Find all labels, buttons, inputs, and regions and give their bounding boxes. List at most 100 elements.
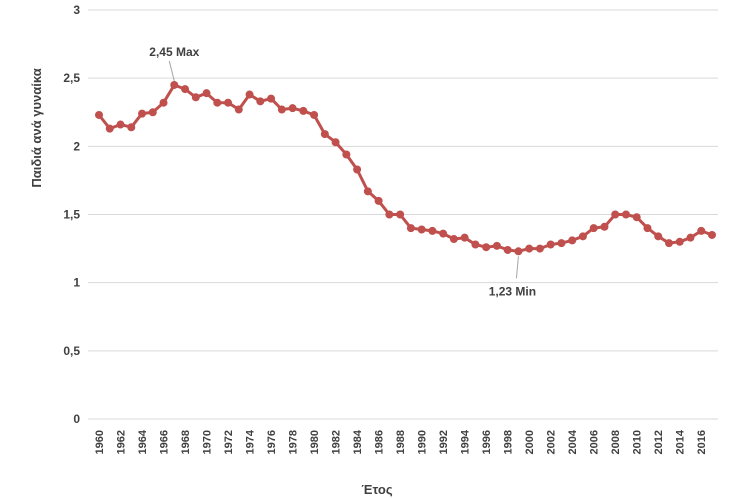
annotation-leader (515, 256, 519, 279)
x-tick-label: 1992 (438, 430, 450, 454)
data-point (191, 93, 200, 102)
x-tick-label: 2004 (567, 429, 579, 454)
x-tick-label: 1978 (288, 430, 300, 454)
y-axis-ticks: 0 0,5 1 1,5 2 2,5 3 (63, 3, 80, 426)
data-point (686, 233, 695, 242)
data-point (224, 98, 233, 107)
data-point (267, 94, 276, 103)
x-tick-label: 2002 (546, 430, 558, 454)
data-point (256, 97, 265, 106)
data-point (514, 247, 523, 256)
data-point (213, 98, 222, 107)
data-point (310, 110, 319, 119)
x-tick-label: 1982 (331, 430, 343, 454)
data-point (482, 243, 491, 252)
data-point (664, 239, 673, 248)
data-point (127, 123, 136, 132)
data-point (492, 241, 501, 250)
x-tick-label: 1962 (116, 430, 128, 454)
x-tick-label: 1960 (94, 430, 106, 454)
annotation-min-label: 1,23 Min (489, 284, 536, 298)
data-point (621, 210, 630, 219)
y-tick-label: 0,5 (63, 344, 80, 358)
x-tick-label: 1996 (481, 430, 493, 454)
data-point (557, 239, 566, 248)
x-tick-label: 1998 (503, 430, 515, 454)
x-tick-label: 1990 (417, 430, 429, 454)
x-tick-label: 1984 (352, 429, 364, 454)
x-tick-label: 1974 (245, 429, 257, 454)
data-point (654, 232, 663, 241)
x-tick-label: 2006 (589, 430, 601, 454)
data-point (428, 226, 437, 235)
data-point (600, 222, 609, 231)
data-point (363, 187, 372, 196)
x-tick-label: 1980 (309, 430, 321, 454)
data-point (288, 104, 297, 113)
data-point (460, 233, 469, 242)
x-tick-label: 2016 (696, 430, 708, 454)
data-point (277, 105, 286, 114)
data-point (299, 106, 308, 115)
data-point (546, 240, 555, 249)
annotation-max-label: 2,45 Max (149, 45, 199, 59)
data-point (708, 230, 716, 239)
annotations: 2,45 Max 1,23 Min (149, 45, 536, 298)
x-tick-label: 1964 (137, 429, 149, 454)
annotation-leader (168, 60, 175, 82)
x-tick-label: 1994 (460, 429, 472, 454)
data-point (138, 109, 147, 118)
series-line (97, 83, 713, 253)
x-tick-label: 1976 (266, 430, 278, 454)
data-point (234, 105, 243, 114)
data-point (245, 90, 254, 99)
x-tick-label: 1972 (223, 430, 235, 454)
data-point (535, 244, 544, 253)
data-point (105, 124, 114, 133)
data-point (331, 138, 340, 147)
y-tick-label: 1 (73, 276, 80, 290)
data-point (202, 89, 211, 98)
data-point (578, 232, 587, 241)
y-tick-label: 0 (73, 412, 80, 426)
x-tick-label: 2010 (632, 430, 644, 454)
x-tick-label: 2000 (524, 430, 536, 454)
data-point (589, 224, 598, 233)
x-tick-label: 2008 (610, 430, 622, 454)
x-axis-ticks: 1960 1962 1964 1966 1968 1970 1972 1974 1976 1978… (94, 429, 708, 454)
x-tick-label: 1968 (180, 430, 192, 454)
data-point (675, 237, 684, 246)
data-point (471, 240, 480, 249)
data-point (439, 229, 448, 238)
data-point (320, 130, 329, 139)
data-point (95, 110, 103, 119)
gridlines (88, 9, 718, 420)
data-point (406, 224, 415, 233)
y-tick-label: 3 (73, 3, 80, 17)
data-point (148, 108, 157, 117)
data-point (374, 196, 383, 205)
y-tick-label: 2 (73, 139, 80, 153)
y-axis-title: Παιδιά ανά γυναίκα (29, 68, 44, 187)
data-point (170, 80, 179, 89)
data-point (611, 210, 620, 219)
y-tick-label: 2,5 (63, 71, 80, 85)
data-point (643, 224, 652, 233)
data-point (181, 85, 190, 94)
x-tick-label: 1966 (159, 430, 171, 454)
data-point (353, 165, 362, 174)
data-point (697, 226, 706, 235)
data-point (342, 150, 351, 159)
x-tick-label: 1970 (202, 430, 214, 454)
data-point (632, 213, 641, 222)
x-tick-label: 2012 (653, 430, 665, 454)
x-axis-title: Έτος (361, 482, 392, 497)
x-tick-label: 2014 (675, 429, 687, 454)
data-point (116, 120, 125, 129)
data-point (568, 236, 577, 245)
x-tick-label: 1986 (374, 430, 386, 454)
data-point (417, 225, 426, 234)
data-point (385, 210, 394, 219)
data-point (525, 244, 534, 253)
